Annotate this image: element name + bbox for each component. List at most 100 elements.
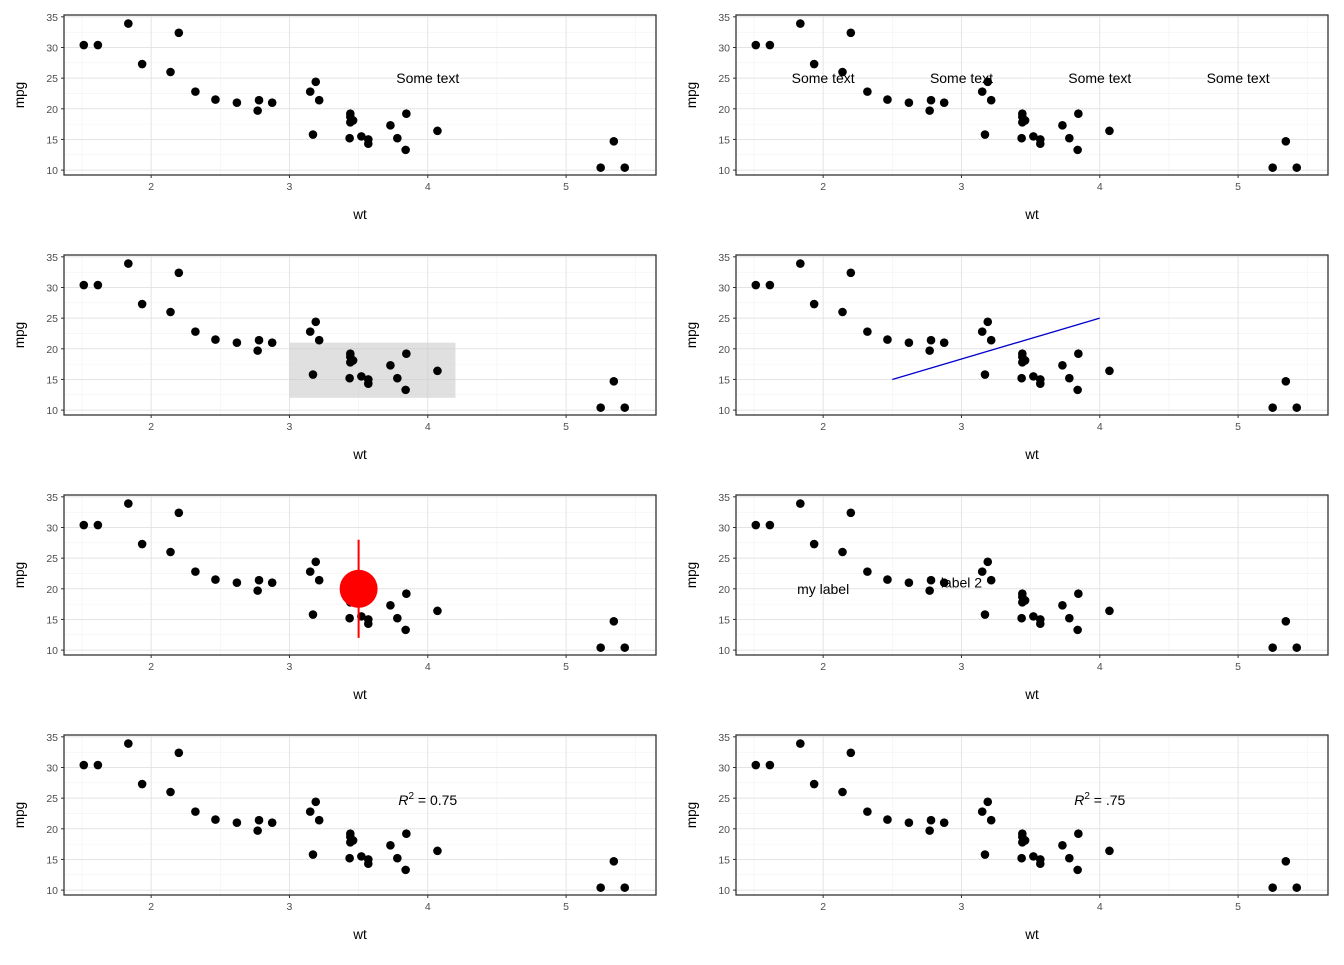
data-point xyxy=(93,760,103,770)
data-point xyxy=(883,95,892,104)
data-point xyxy=(386,841,395,850)
x-tick-label: 4 xyxy=(425,181,431,193)
y-tick-label: 10 xyxy=(718,885,730,897)
data-point xyxy=(983,77,993,87)
y-tick-label: 10 xyxy=(718,645,730,657)
data-point xyxy=(1058,601,1067,610)
data-point xyxy=(809,59,819,69)
data-point xyxy=(386,601,395,610)
data-point xyxy=(863,807,872,816)
data-point xyxy=(846,748,856,758)
data-point xyxy=(402,109,411,118)
y-tick-label: 35 xyxy=(718,12,730,24)
data-point xyxy=(433,126,442,136)
data-point xyxy=(1058,841,1067,850)
panel-border xyxy=(735,734,1329,896)
data-point xyxy=(883,335,892,344)
data-point xyxy=(1105,606,1114,616)
x-tick-label: 5 xyxy=(563,181,569,193)
annotation-text: Some text xyxy=(396,70,459,86)
data-point xyxy=(401,385,410,395)
data-point xyxy=(1105,366,1114,376)
data-point xyxy=(1029,132,1038,141)
y-axis-title: mpg xyxy=(12,82,27,108)
data-point xyxy=(1074,349,1083,358)
data-point xyxy=(267,338,277,347)
y-tick-label: 25 xyxy=(46,73,58,85)
data-point xyxy=(314,335,324,345)
data-point xyxy=(308,610,318,619)
data-point xyxy=(596,163,605,172)
data-point xyxy=(433,606,442,616)
data-point xyxy=(363,135,373,144)
x-tick-label: 5 xyxy=(1235,661,1241,673)
data-point xyxy=(1018,837,1027,847)
data-point xyxy=(1268,883,1277,892)
data-point xyxy=(846,268,856,278)
data-point xyxy=(939,818,949,827)
data-point xyxy=(986,575,996,585)
data-point xyxy=(765,760,775,770)
data-point xyxy=(980,130,990,139)
data-point xyxy=(838,67,847,77)
data-point xyxy=(79,520,89,530)
data-point xyxy=(751,280,761,290)
panel-border xyxy=(63,254,657,416)
data-point xyxy=(402,829,411,838)
data-point xyxy=(93,40,103,50)
data-point xyxy=(1281,856,1291,866)
panel-border xyxy=(735,254,1329,416)
data-point xyxy=(1018,597,1027,607)
rsq-symbol: R xyxy=(1074,792,1084,808)
y-tick-label: 10 xyxy=(718,165,730,177)
data-point xyxy=(386,121,395,130)
x-tick-label: 4 xyxy=(425,901,431,913)
data-point xyxy=(1018,829,1027,838)
panel-3: 2 3 4 5 10 15 20 25 30 35 wt mpg xyxy=(12,252,657,462)
data-point xyxy=(311,77,321,87)
data-point xyxy=(1281,616,1291,626)
data-point xyxy=(267,578,277,587)
data-point xyxy=(191,327,200,336)
grid xyxy=(736,495,1328,655)
data-point xyxy=(1292,643,1302,652)
data-point xyxy=(137,539,147,549)
data-point xyxy=(308,850,318,859)
y-tick-label: 25 xyxy=(718,73,730,85)
data-point xyxy=(345,613,354,623)
annotation-text: Some text xyxy=(1068,70,1131,86)
y-tick-label: 15 xyxy=(718,134,730,146)
data-point xyxy=(1074,829,1083,838)
data-point xyxy=(174,268,184,278)
y-tick-label: 35 xyxy=(46,12,58,24)
x-tick-label: 2 xyxy=(148,661,154,673)
data-point xyxy=(346,349,355,358)
y-axis-title: mpg xyxy=(684,802,699,828)
data-point xyxy=(980,850,990,859)
data-point xyxy=(137,59,147,69)
data-point xyxy=(926,575,936,585)
data-point xyxy=(401,145,410,155)
x-tick-label: 3 xyxy=(287,661,293,673)
data-point xyxy=(393,613,402,623)
x-tick-label: 2 xyxy=(820,901,826,913)
y-axis-title: mpg xyxy=(12,562,27,588)
rsq-value: = .75 xyxy=(1090,792,1126,808)
data-point xyxy=(211,575,220,584)
x-tick-label: 5 xyxy=(563,901,569,913)
x-tick-label: 4 xyxy=(1097,181,1103,193)
data-point xyxy=(232,338,242,347)
y-tick-label: 30 xyxy=(718,42,730,54)
data-point xyxy=(311,557,321,567)
data-point xyxy=(346,837,355,847)
data-point xyxy=(609,376,619,386)
data-point xyxy=(796,499,805,508)
data-point xyxy=(838,307,847,317)
data-point xyxy=(939,578,949,587)
data-point xyxy=(1017,613,1026,623)
panel-border xyxy=(63,494,657,656)
data-point xyxy=(1065,613,1074,623)
data-point xyxy=(401,625,410,635)
